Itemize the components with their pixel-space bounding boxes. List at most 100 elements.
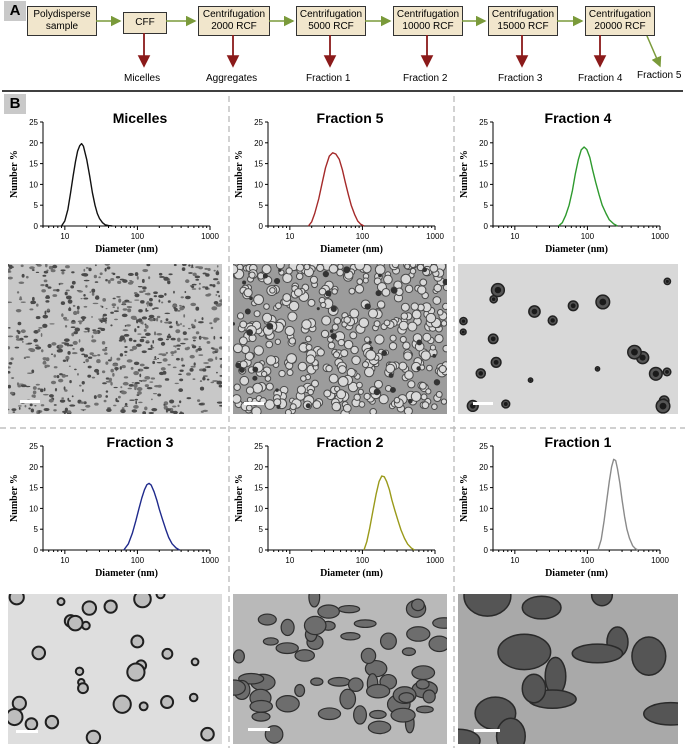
micrograph-texture (233, 594, 447, 744)
tem-image-fraction-3 (8, 594, 222, 744)
x-tick-label: 100 (356, 232, 370, 241)
y-tick-label: 15 (254, 484, 263, 493)
tem-image-fraction-5 (233, 264, 447, 414)
y-tick-label: 20 (479, 463, 488, 472)
x-axis-label: Diameter (nm) (95, 568, 158, 579)
y-tick-label: 5 (34, 525, 39, 534)
chart-title-fraction-4: Fraction 4 (544, 110, 612, 126)
y-tick-label: 25 (254, 118, 263, 127)
x-axis-label: Diameter (nm) (320, 244, 383, 255)
tem-image-fraction-1 (458, 594, 678, 744)
y-axis-label: Number % (459, 150, 470, 198)
y-tick-label: 5 (259, 525, 264, 534)
x-tick-label: 10 (285, 232, 294, 241)
chart-title-fraction-5: Fraction 5 (316, 110, 384, 126)
y-axis-label: Number % (9, 474, 20, 522)
micrograph-texture (233, 264, 447, 414)
y-tick-label: 5 (259, 201, 264, 210)
flow-box-centrifugation-20000: Centrifugation 20000 RCF (585, 6, 655, 36)
y-tick-label: 10 (479, 504, 488, 513)
output-fraction-3: Fraction 3 (498, 73, 543, 84)
y-tick-label: 20 (29, 139, 38, 148)
x-tick-label: 1000 (201, 556, 219, 565)
y-tick-label: 5 (34, 201, 39, 210)
flow-box-polydisperse-sample: Polydisperse sample (27, 6, 97, 36)
y-tick-label: 0 (259, 222, 264, 231)
x-tick-label: 10 (510, 556, 519, 565)
chart-title-fraction-1: Fraction 1 (544, 434, 612, 450)
y-tick-label: 10 (29, 180, 38, 189)
dls-chart-micelles: 0 5 10 15 20 25 10 100 1000 Diameter (nm) Number % (9, 118, 219, 255)
size-distribution-line (597, 458, 639, 551)
y-tick-label: 25 (29, 442, 38, 451)
micrograph-texture (458, 594, 678, 744)
x-tick-label: 100 (581, 232, 595, 241)
y-tick-label: 15 (29, 484, 38, 493)
output-fraction-1: Fraction 1 (306, 73, 351, 84)
panel-b-tag: B (4, 94, 26, 114)
y-tick-label: 15 (479, 160, 488, 169)
chart-title-micelles: Micelles (112, 110, 168, 126)
y-tick-label: 25 (254, 442, 263, 451)
x-axis-label: Diameter (nm) (320, 568, 383, 579)
output-fraction-2: Fraction 2 (403, 73, 448, 84)
dls-chart-fraction-3: 0 5 10 15 20 25 10 100 1000 Diameter (nm) Number % (9, 442, 219, 579)
chart-title-fraction-3: Fraction 3 (106, 434, 174, 450)
scale-bar (474, 729, 500, 732)
x-tick-label: 1000 (201, 232, 219, 241)
y-tick-label: 15 (29, 160, 38, 169)
y-tick-label: 20 (254, 463, 263, 472)
tem-image-micelles (8, 264, 222, 414)
x-tick-label: 10 (510, 232, 519, 241)
micrograph-texture (8, 264, 222, 414)
scale-bar (473, 402, 493, 405)
x-tick-label: 1000 (651, 556, 669, 565)
flow-box-centrifugation-5000: Centrifugation 5000 RCF (296, 6, 366, 36)
x-tick-label: 100 (131, 232, 145, 241)
scale-bar (244, 402, 264, 405)
x-tick-label: 10 (60, 556, 69, 565)
x-tick-label: 1000 (426, 232, 444, 241)
x-tick-label: 100 (581, 556, 595, 565)
y-tick-label: 15 (254, 160, 263, 169)
y-tick-label: 10 (29, 504, 38, 513)
y-axis-label: Number % (459, 474, 470, 522)
output-micelles: Micelles (124, 73, 161, 84)
output-aggregates: Aggregates (206, 73, 258, 84)
flow-box-centrifugation-10000: Centrifugation 10000 RCF (393, 6, 463, 36)
y-tick-label: 10 (479, 180, 488, 189)
size-distribution-line (123, 482, 180, 551)
green-arrow (646, 35, 662, 68)
dls-chart-fraction-1: 0 5 10 15 20 25 10 100 1000 Diameter (nm) Number % (459, 442, 669, 579)
output-fraction-4: Fraction 4 (578, 73, 623, 84)
tem-image-fraction-4 (458, 264, 678, 414)
y-axis-label: Number % (9, 150, 20, 198)
y-tick-label: 0 (259, 546, 264, 555)
flow-arrows (2, 15, 683, 92)
output-fraction-5: Fraction 5 (637, 70, 682, 81)
x-tick-label: 10 (60, 232, 69, 241)
y-tick-label: 15 (479, 484, 488, 493)
micrograph-texture (8, 594, 215, 744)
scale-bar (16, 730, 38, 733)
y-tick-label: 10 (254, 504, 263, 513)
tem-image-fraction-2 (233, 594, 447, 744)
size-distribution-line (363, 475, 415, 551)
y-tick-label: 10 (254, 180, 263, 189)
y-tick-label: 0 (484, 546, 489, 555)
x-axis-label: Diameter (nm) (545, 244, 608, 255)
x-axis-label: Diameter (nm) (545, 568, 608, 579)
x-axis-label: Diameter (nm) (95, 244, 158, 255)
dls-chart-fraction-2: 0 5 10 15 20 25 10 100 1000 Diameter (nm) Number % (234, 442, 444, 579)
scale-bar (248, 728, 270, 731)
dls-chart-fraction-4: 0 5 10 15 20 25 10 100 1000 Diameter (nm) Number % (459, 118, 669, 255)
y-tick-label: 0 (484, 222, 489, 231)
y-tick-label: 25 (479, 442, 488, 451)
size-distribution-line (307, 152, 365, 227)
y-tick-label: 25 (479, 118, 488, 127)
flow-box-cff: CFF (123, 12, 167, 34)
y-tick-label: 25 (29, 118, 38, 127)
y-tick-label: 0 (34, 222, 39, 231)
y-tick-label: 20 (254, 139, 263, 148)
